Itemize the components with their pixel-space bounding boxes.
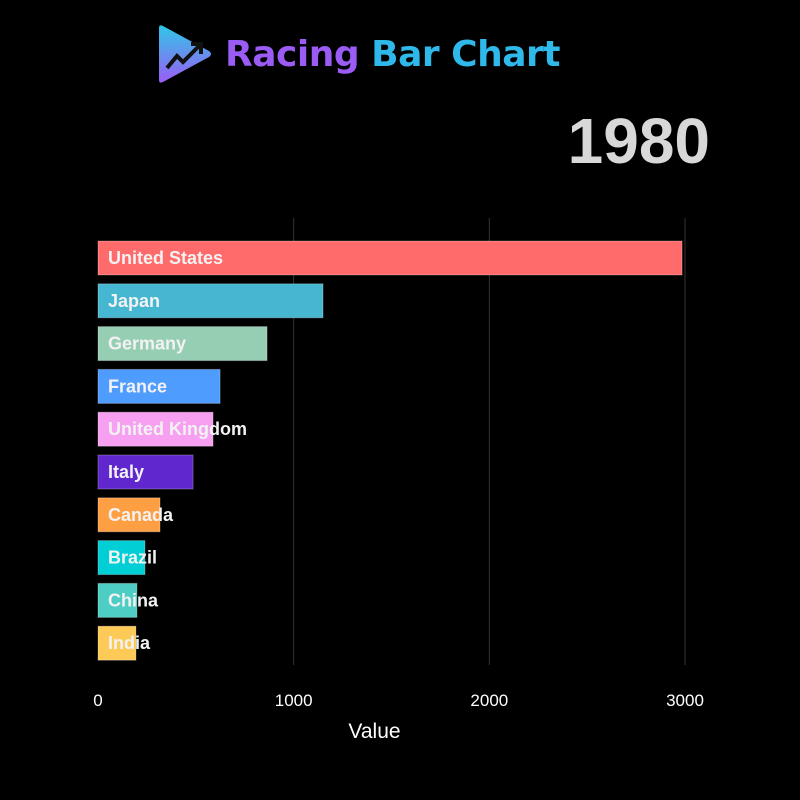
- bar-label: China: [108, 590, 159, 610]
- bar-united-kingdom: [97, 411, 214, 447]
- logo-text: Racing Bar Chart: [225, 33, 560, 75]
- bar-label: United States: [108, 248, 223, 268]
- x-tick-label: 1000: [275, 691, 313, 710]
- x-tick-label: 0: [93, 691, 102, 710]
- x-tick-label: 2000: [470, 691, 508, 710]
- bar-canada: [97, 497, 161, 533]
- bar-label: Germany: [108, 334, 186, 354]
- bar-italy: [97, 454, 194, 490]
- bar-label: Japan: [108, 291, 160, 311]
- bar-label: Italy: [108, 462, 144, 482]
- x-tick-label: 3000: [666, 691, 704, 710]
- year-label: 1980: [567, 105, 710, 177]
- bar-india: [97, 625, 137, 661]
- bar-france: [97, 368, 221, 404]
- bar-label: Canada: [108, 505, 174, 525]
- bar-united-states: [97, 240, 683, 276]
- bar-china: [97, 582, 138, 618]
- x-axis-title: Value: [348, 720, 400, 743]
- play-trend-arrow-icon: [159, 25, 211, 83]
- logo: Racing Bar Chart: [155, 24, 560, 84]
- bar-label: India: [108, 633, 151, 653]
- bar-brazil: [97, 540, 146, 576]
- bar-label: United Kingdom: [108, 419, 247, 439]
- bar-germany: [97, 326, 268, 362]
- bar-label: Brazil: [108, 548, 157, 568]
- bar-japan: [97, 283, 324, 319]
- bar-label: France: [108, 376, 167, 396]
